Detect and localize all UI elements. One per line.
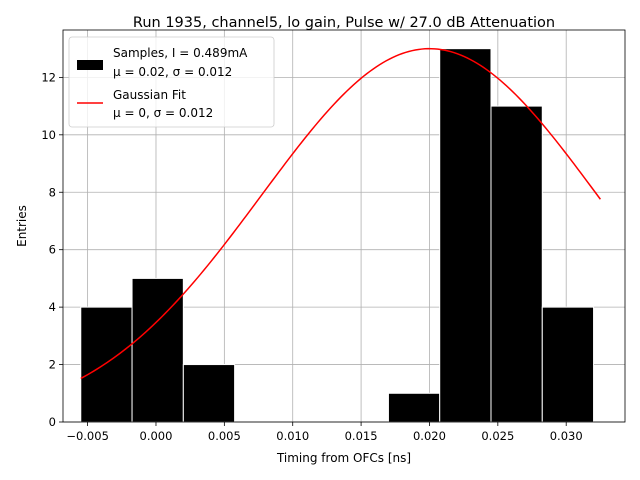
histogram-bar (387, 392, 441, 423)
histogram-bar (80, 306, 133, 423)
histogram-bar (131, 277, 184, 423)
x-axis-ticks: −0.005 0.000 0.005 0.010 0.015 0.020 0.025 0.03… (66, 422, 583, 443)
y-tick-label: 6 (49, 243, 56, 257)
legend-stats-samples: μ = 0.02, σ = 0.012 (113, 65, 232, 79)
x-tick-label: 0.005 (208, 429, 241, 443)
x-tick-label: 0.025 (481, 429, 514, 443)
x-tick-label: 0.010 (276, 429, 309, 443)
y-tick-label: 8 (49, 185, 56, 199)
histogram-bar (541, 306, 595, 423)
y-tick-label: 0 (49, 415, 56, 429)
y-tick-label: 12 (41, 70, 56, 84)
legend-swatch-samples (77, 60, 103, 70)
x-tick-label: 0.000 (140, 429, 173, 443)
y-axis-ticks: 0 2 4 6 8 10 12 (41, 70, 63, 429)
x-tick-label: 0.030 (550, 429, 583, 443)
x-tick-label: 0.020 (413, 429, 446, 443)
plot-frame (62, 29, 626, 423)
x-axis-label: Timing from OFCs [ns] (276, 451, 411, 465)
legend-stats-fit: μ = 0, σ = 0.012 (113, 106, 213, 120)
y-axis-label: Entries (15, 205, 29, 247)
legend: Samples, I = 0.489mA μ = 0.02, σ = 0.012… (68, 36, 275, 128)
x-tick-label: 0.015 (345, 429, 378, 443)
gaussian-fit-line (80, 47, 601, 380)
x-tick-label: −0.005 (66, 429, 109, 443)
y-tick-label: 10 (41, 128, 56, 142)
legend-label-fit: Gaussian Fit (113, 88, 186, 102)
histogram-bars (80, 48, 595, 423)
histogram-bar (439, 48, 492, 423)
histogram-bar (182, 364, 236, 423)
legend-label-samples: Samples, I = 0.489mA (113, 46, 248, 60)
y-tick-label: 4 (49, 300, 56, 314)
y-tick-label: 2 (49, 358, 56, 372)
chart-title: Run 1935, channel5, lo gain, Pulse w/ 27… (133, 15, 555, 31)
histogram-bar (490, 105, 543, 423)
legend-box (68, 36, 275, 128)
